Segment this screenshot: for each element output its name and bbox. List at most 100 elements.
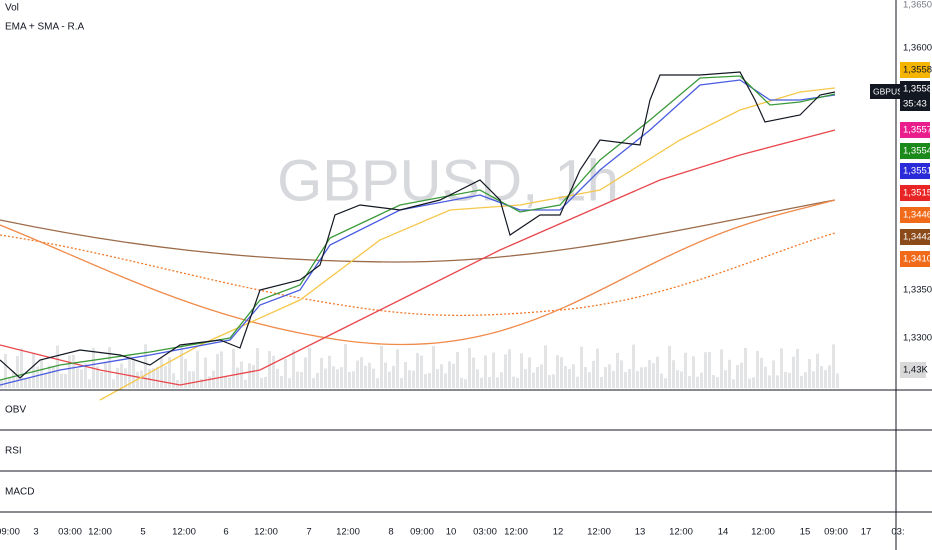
volume-label: 1,43K — [903, 365, 928, 376]
volume-bar — [412, 370, 415, 388]
volume-bar — [400, 378, 403, 388]
time-label: 03:00 — [58, 527, 82, 538]
volume-bar — [588, 372, 591, 388]
symbol-tag — [870, 84, 900, 99]
volume-bar — [296, 371, 299, 388]
price-tag — [900, 62, 930, 78]
price-label: 1,36000 — [903, 43, 932, 54]
volume-bar — [528, 357, 531, 388]
volume-bar — [24, 378, 27, 388]
volume-bar — [504, 354, 507, 388]
watermark: GBPUSD, 1h — [277, 148, 619, 213]
volume-bar — [728, 359, 731, 388]
volume-bar — [752, 377, 755, 388]
volume-bar — [612, 370, 615, 388]
volume-bar — [744, 347, 747, 388]
volume-bar — [464, 379, 467, 388]
volume-bar — [100, 372, 103, 388]
volume-bar — [788, 372, 791, 388]
volume-bar — [672, 360, 675, 388]
volume-bar — [164, 365, 167, 388]
volume-bar — [132, 360, 135, 388]
time-label: 03: — [891, 527, 904, 538]
time-label: 09:00 — [410, 527, 434, 538]
volume-bar — [328, 355, 331, 388]
time-label: 09:00 — [0, 527, 20, 538]
volume-bar — [688, 376, 691, 388]
volume-bar — [796, 348, 799, 388]
price-label: 1,34428 — [903, 232, 932, 243]
indicator-label: Vol — [5, 3, 19, 14]
volume-bar — [416, 352, 419, 388]
price-tag — [900, 251, 930, 267]
time-label: 12:00 — [172, 527, 196, 538]
price-tag — [900, 185, 930, 201]
volume-bar — [116, 367, 119, 388]
volume-bar — [572, 364, 575, 388]
volume-bar — [324, 368, 327, 388]
price-label: 1,33000 — [903, 333, 932, 344]
indicator-label: EMA + SMA - R.A — [5, 22, 85, 33]
volume-bar — [316, 372, 319, 388]
volume-bar — [676, 370, 679, 388]
volume-bar — [432, 346, 435, 388]
time-label: 14 — [718, 527, 729, 538]
sma-brown — [0, 199, 836, 263]
volume-bar — [804, 372, 807, 388]
volume-bar — [28, 377, 31, 388]
volume-bar — [404, 361, 407, 388]
time-label: 12:00 — [669, 527, 693, 538]
volume-bar — [64, 374, 67, 388]
volume-bar — [480, 377, 483, 388]
volume-bar — [520, 353, 523, 388]
volume-bar — [772, 360, 775, 388]
volume-bar — [184, 358, 187, 388]
volume-bar — [156, 366, 159, 388]
volume-bar — [56, 345, 59, 388]
volume-bar — [200, 379, 203, 388]
time-label: 8 — [388, 527, 393, 538]
price-tag — [900, 163, 930, 179]
time-label: 12 — [553, 527, 564, 538]
volume-bar — [280, 375, 283, 388]
volume-bar — [228, 377, 231, 388]
volume-bar — [4, 353, 7, 388]
volume-bar — [248, 363, 251, 388]
volume-bar — [220, 351, 223, 388]
volume-bar — [168, 357, 171, 388]
volume-bar — [288, 378, 291, 388]
volume-bar — [300, 372, 303, 388]
volume-bar — [380, 346, 383, 388]
volume-bar — [360, 357, 363, 388]
time-label: 12:00 — [751, 527, 775, 538]
price-label: 1,36500 — [903, 0, 932, 11]
time-label: 5 — [140, 527, 145, 538]
volume-bar — [376, 378, 379, 388]
volume-bar — [816, 353, 819, 388]
volume-bar — [536, 367, 539, 388]
time-label: 12:00 — [88, 527, 112, 538]
price-label: 1,35512 — [903, 166, 932, 177]
volume-bar — [592, 360, 595, 388]
volume-bar — [348, 371, 351, 388]
volume-bar — [44, 373, 47, 388]
volume-bar — [108, 347, 111, 388]
volume-bar — [824, 370, 827, 388]
volume-bar — [336, 369, 339, 388]
volume-bar — [692, 356, 695, 388]
volume-bar — [260, 377, 263, 388]
volume-tag — [900, 362, 926, 378]
volume-bar — [268, 351, 271, 388]
volume-bar — [356, 360, 359, 388]
volume-bar — [648, 360, 651, 388]
price-label: 1,35584 — [903, 65, 932, 76]
volume-bar — [812, 371, 815, 388]
volume-bar — [600, 377, 603, 388]
volume-bar — [760, 357, 763, 388]
time-label: 13 — [635, 527, 646, 538]
volume-layer — [0, 344, 839, 388]
volume-bar — [104, 361, 107, 388]
volume-bar — [364, 365, 367, 388]
volume-bar — [236, 367, 239, 388]
volume-bar — [368, 362, 371, 388]
